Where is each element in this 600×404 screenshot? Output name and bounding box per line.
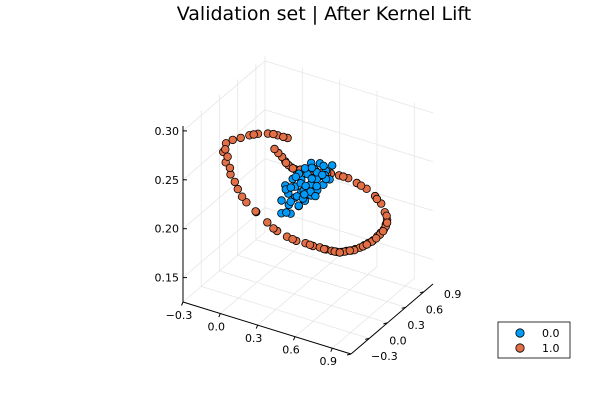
legend-label: 1.0 [542, 342, 560, 355]
data-point [223, 152, 232, 161]
y-tick-label: 0.9 [444, 288, 462, 301]
data-point [312, 181, 321, 191]
data-point [233, 184, 242, 194]
data-point [318, 170, 327, 180]
y-tick-label: 0.0 [389, 334, 407, 347]
data-point [281, 158, 291, 168]
data-point [242, 198, 251, 207]
grid-line-y [219, 270, 388, 324]
y-tick [383, 322, 388, 325]
x-tick [255, 324, 259, 329]
data-point [382, 211, 391, 220]
y-tick [346, 353, 352, 356]
data-point [270, 144, 279, 154]
grid-line-y [255, 239, 425, 293]
data-point [356, 181, 366, 190]
data-point [311, 191, 320, 201]
data-point [300, 164, 310, 173]
data-point [378, 226, 388, 236]
z-tick-label: 0.20 [155, 223, 180, 236]
legend: 0.01.0 [497, 321, 571, 359]
y-tick-label: −0.3 [371, 350, 398, 363]
data-point [305, 240, 315, 249]
y-axis-line [350, 283, 434, 355]
grid-line-z [182, 207, 266, 278]
data-point [277, 196, 286, 205]
z-tick-label: 0.25 [155, 174, 180, 187]
legend-label: 0.0 [542, 327, 560, 340]
grid-line-x [332, 277, 415, 349]
x-tick-label: −0.3 [166, 309, 193, 322]
y-tick [365, 337, 370, 340]
data-point [237, 192, 247, 201]
y-tick-label: 0.6 [426, 303, 444, 316]
data-point [230, 177, 239, 187]
data-point [319, 161, 328, 171]
x-tick [330, 348, 333, 352]
data-point [319, 244, 329, 254]
x-tick-label: 0.0 [208, 321, 226, 334]
grid-line-z [264, 60, 434, 114]
data-point [286, 197, 295, 206]
legend-box [497, 321, 571, 359]
data-point [372, 234, 381, 243]
grid-line-y [237, 254, 406, 308]
data-point [282, 208, 291, 217]
data-point [269, 129, 278, 139]
data-point [339, 172, 348, 181]
data-point [328, 161, 337, 170]
data-point [288, 234, 297, 244]
x-tick [181, 301, 184, 306]
data-point [372, 194, 382, 204]
legend-marker [515, 343, 525, 353]
data-point [221, 145, 230, 154]
data-point [236, 133, 245, 143]
data-point [307, 163, 317, 172]
legend-marker [515, 328, 525, 338]
data-point [335, 248, 344, 257]
x-axis-line [182, 301, 352, 355]
data-point [251, 207, 260, 216]
data-point [263, 218, 272, 227]
grid-line-x [220, 243, 303, 314]
data-point [228, 135, 237, 145]
data-point [288, 164, 298, 173]
grid-line-x [182, 231, 266, 303]
chart-title: Validation set | After Kernel Lift [177, 3, 471, 25]
data-point [294, 201, 303, 210]
data-point [345, 246, 354, 255]
grid-layer [182, 56, 434, 355]
z-tick-label: 0.30 [155, 125, 180, 138]
axis-layer: −0.30.00.30.60.9 −0.30.00.30.60.90.150.20… [155, 125, 462, 368]
points-layer [219, 129, 392, 257]
x-tick [293, 336, 296, 341]
grid-line-y [201, 286, 370, 339]
grid-line-x [294, 266, 378, 338]
x-tick-label: 0.3 [245, 332, 263, 345]
data-point [225, 163, 235, 173]
grid-line-z [182, 158, 266, 230]
grid-line-z [182, 60, 266, 132]
data-point [279, 132, 288, 142]
x-tick-label: 0.6 [282, 344, 300, 357]
data-point [307, 174, 316, 183]
data-point [286, 183, 295, 192]
x-tick-label: 0.9 [320, 355, 338, 368]
data-point [249, 130, 258, 139]
grid-line-x [257, 254, 340, 326]
data-point [269, 224, 278, 233]
grid-line-z [264, 109, 434, 163]
data-point [291, 172, 300, 181]
data-point [362, 240, 371, 249]
y-tick [419, 291, 425, 294]
y-tick-label: 0.3 [407, 319, 425, 332]
x-tick [218, 313, 221, 318]
data-point [301, 181, 310, 191]
z-tick-label: 0.15 [155, 272, 180, 285]
y-tick [401, 306, 406, 309]
data-point [300, 190, 309, 199]
data-point [382, 218, 392, 227]
